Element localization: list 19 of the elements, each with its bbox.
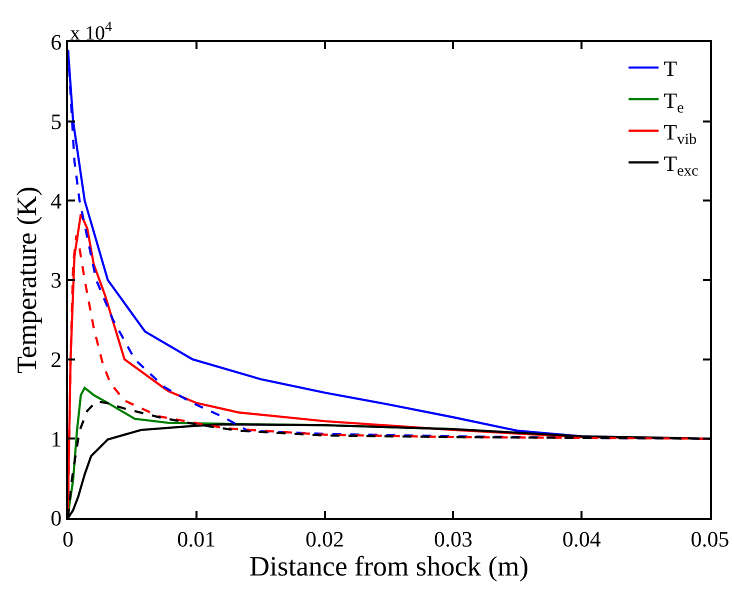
y-tick-label: 6: [50, 30, 62, 55]
y-tick-label: 0: [50, 506, 62, 531]
y-tick-label: 3: [50, 268, 62, 293]
legend-label: T$_{exc}$: [664, 150, 699, 180]
x-tick-label: 0.05: [690, 526, 730, 552]
annotation: x 10$^{4}$: [70, 20, 112, 44]
x-axis-title: Distance from shock (m): [249, 551, 529, 582]
legend-label: T$_{e}$: [664, 88, 684, 116]
legend-label: T: [664, 56, 678, 82]
x-tick-label: 0.02: [306, 526, 344, 552]
x-tick-label: 0.04: [562, 526, 601, 552]
x-tick-label: 0.01: [177, 526, 216, 552]
y-tick-label: 4: [50, 188, 62, 214]
x-tick-label: 0.03: [434, 526, 472, 552]
y-axis-title: Temperature (K): [12, 186, 43, 374]
y-tick-label: 1: [50, 426, 62, 452]
y-tick-label: 5: [50, 109, 62, 134]
legend-label: T$_{vib}$: [664, 119, 698, 148]
y-tick-label: 2: [50, 347, 62, 372]
